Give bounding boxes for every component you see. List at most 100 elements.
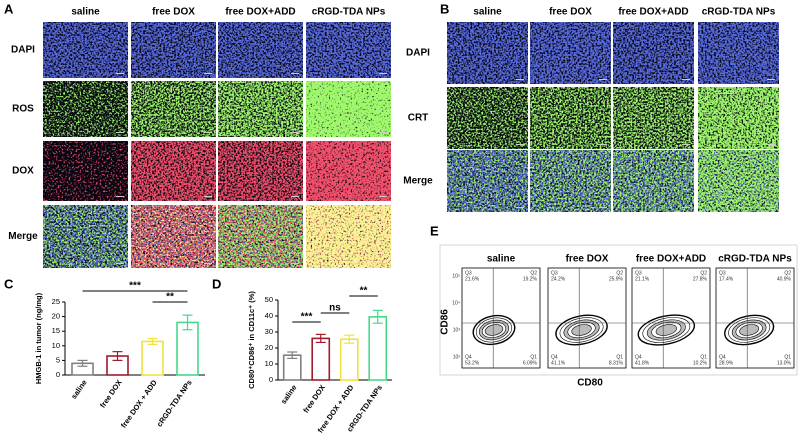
- column-header: cRGD-TDA NPs: [702, 7, 776, 18]
- scale-bar: [767, 79, 775, 80]
- y-tick-label: 10⁴: [452, 300, 460, 306]
- scale-bar: [116, 196, 124, 197]
- scale-bar: [204, 73, 212, 74]
- panel-label: B: [440, 1, 449, 16]
- quadrant-name: Q3: [635, 270, 642, 276]
- scale-bar: [767, 144, 775, 145]
- quadrant-value: 17.4%: [719, 276, 734, 282]
- error-bar: [147, 337, 158, 345]
- scale-bar: [682, 207, 690, 208]
- stain-layer: [698, 22, 779, 84]
- row-label: Merge: [403, 176, 433, 187]
- quadrant-name: Q3: [719, 270, 726, 276]
- y-tick-label: 15: [52, 326, 60, 335]
- bar: [141, 340, 164, 376]
- error-bar: [372, 309, 383, 324]
- stain-layer: [131, 141, 216, 201]
- panel-label: D: [212, 276, 221, 291]
- scale-bar: [599, 144, 607, 145]
- y-axis-label: CD80⁺CD86⁺ in CD11c⁺ (%): [247, 291, 256, 389]
- stain-layer: [131, 81, 216, 137]
- row-label: DOX: [12, 166, 34, 177]
- quadrant-name: Q4: [719, 354, 726, 360]
- stain-layer: [447, 87, 528, 149]
- quadrant-name: Q2: [700, 270, 707, 276]
- stain-layer: [43, 205, 128, 268]
- scale-bar: [204, 196, 212, 197]
- x-tick-label: free DOX: [301, 383, 327, 414]
- quadrant-value: 8.31%: [609, 360, 624, 366]
- column-header: free DOX: [152, 7, 195, 18]
- stain-layer: [613, 150, 694, 212]
- stain-layer: [698, 150, 779, 212]
- quadrant-value: 13.0%: [777, 360, 792, 366]
- contour: [655, 324, 677, 336]
- scale-bar: [116, 263, 124, 264]
- quadrant-name: Q2: [784, 270, 791, 276]
- y-tick-label: 40: [265, 311, 273, 320]
- contour: [571, 324, 592, 336]
- stain-layer: [218, 141, 303, 201]
- scale-bar: [116, 132, 124, 133]
- quadrant-value: 21.6%: [465, 276, 480, 282]
- stain-layer: [698, 87, 779, 149]
- scale-bar: [599, 79, 607, 80]
- scale-bar: [516, 207, 524, 208]
- quadrant-name: Q1: [784, 354, 791, 360]
- y-tick-label: 20: [265, 343, 273, 352]
- y-tick-label: 10²: [453, 354, 461, 360]
- stain-layer: [218, 22, 303, 78]
- y-tick-label: 20: [52, 312, 60, 321]
- significance-label: ***: [301, 312, 313, 323]
- scale-bar: [291, 132, 299, 133]
- scale-bar: [291, 73, 299, 74]
- stain-layer: [447, 150, 528, 212]
- y-tick-label: 5: [56, 355, 60, 364]
- plot-title: free DOX+ADD: [636, 254, 706, 265]
- scale-bar: [682, 79, 690, 80]
- quadrant-name: Q4: [465, 354, 472, 360]
- y-axis-label: HMGB-1 in tumor (ng/mg): [34, 292, 43, 384]
- y-tick-label: 30: [265, 327, 273, 336]
- quadrant-value: 40.9%: [777, 276, 792, 282]
- column-header: saline: [473, 7, 502, 18]
- axis-label: CD80: [577, 378, 603, 389]
- panel-label: A: [4, 1, 14, 16]
- column-header: saline: [71, 7, 100, 18]
- quadrant-name: Q4: [551, 354, 558, 360]
- scale-bar: [682, 144, 690, 145]
- x-tick-label: free DOX: [98, 378, 124, 409]
- y-tick-label: 10: [265, 359, 273, 368]
- quadrant-value: 41.1%: [551, 360, 566, 366]
- bar: [368, 315, 388, 381]
- column-header: free DOX: [549, 7, 592, 18]
- contour: [484, 324, 504, 336]
- quadrant-name: Q1: [530, 354, 537, 360]
- stain-layer: [306, 205, 391, 268]
- x-tick-label: free DOX + ADD: [119, 378, 159, 430]
- quadrant-value: 24.2%: [551, 276, 566, 282]
- y-tick-label: 10: [52, 341, 60, 350]
- scale-bar: [204, 132, 212, 133]
- stain-layer: [218, 81, 303, 137]
- quadrant-value: 53.2%: [465, 360, 480, 366]
- quadrant-value: 27.8%: [693, 276, 708, 282]
- stain-layer: [218, 205, 303, 268]
- stain-layer: [530, 87, 611, 149]
- scale-bar: [204, 263, 212, 264]
- contour: [739, 324, 760, 336]
- bar: [339, 338, 359, 381]
- quadrant-value: 6.09%: [523, 360, 538, 366]
- error-bar: [287, 351, 298, 359]
- panel-label: E: [430, 223, 439, 238]
- stain-layer: [43, 141, 128, 201]
- y-tick-label: 10³: [453, 327, 461, 333]
- quadrant-value: 10.2%: [693, 360, 708, 366]
- y-tick-label: 50: [265, 295, 273, 304]
- row-label: DAPI: [406, 48, 430, 59]
- scale-bar: [379, 196, 387, 197]
- plot-title: free DOX: [566, 254, 609, 265]
- plot-title: cRGD-TDA NPs: [718, 254, 792, 265]
- stain-layer: [43, 81, 128, 137]
